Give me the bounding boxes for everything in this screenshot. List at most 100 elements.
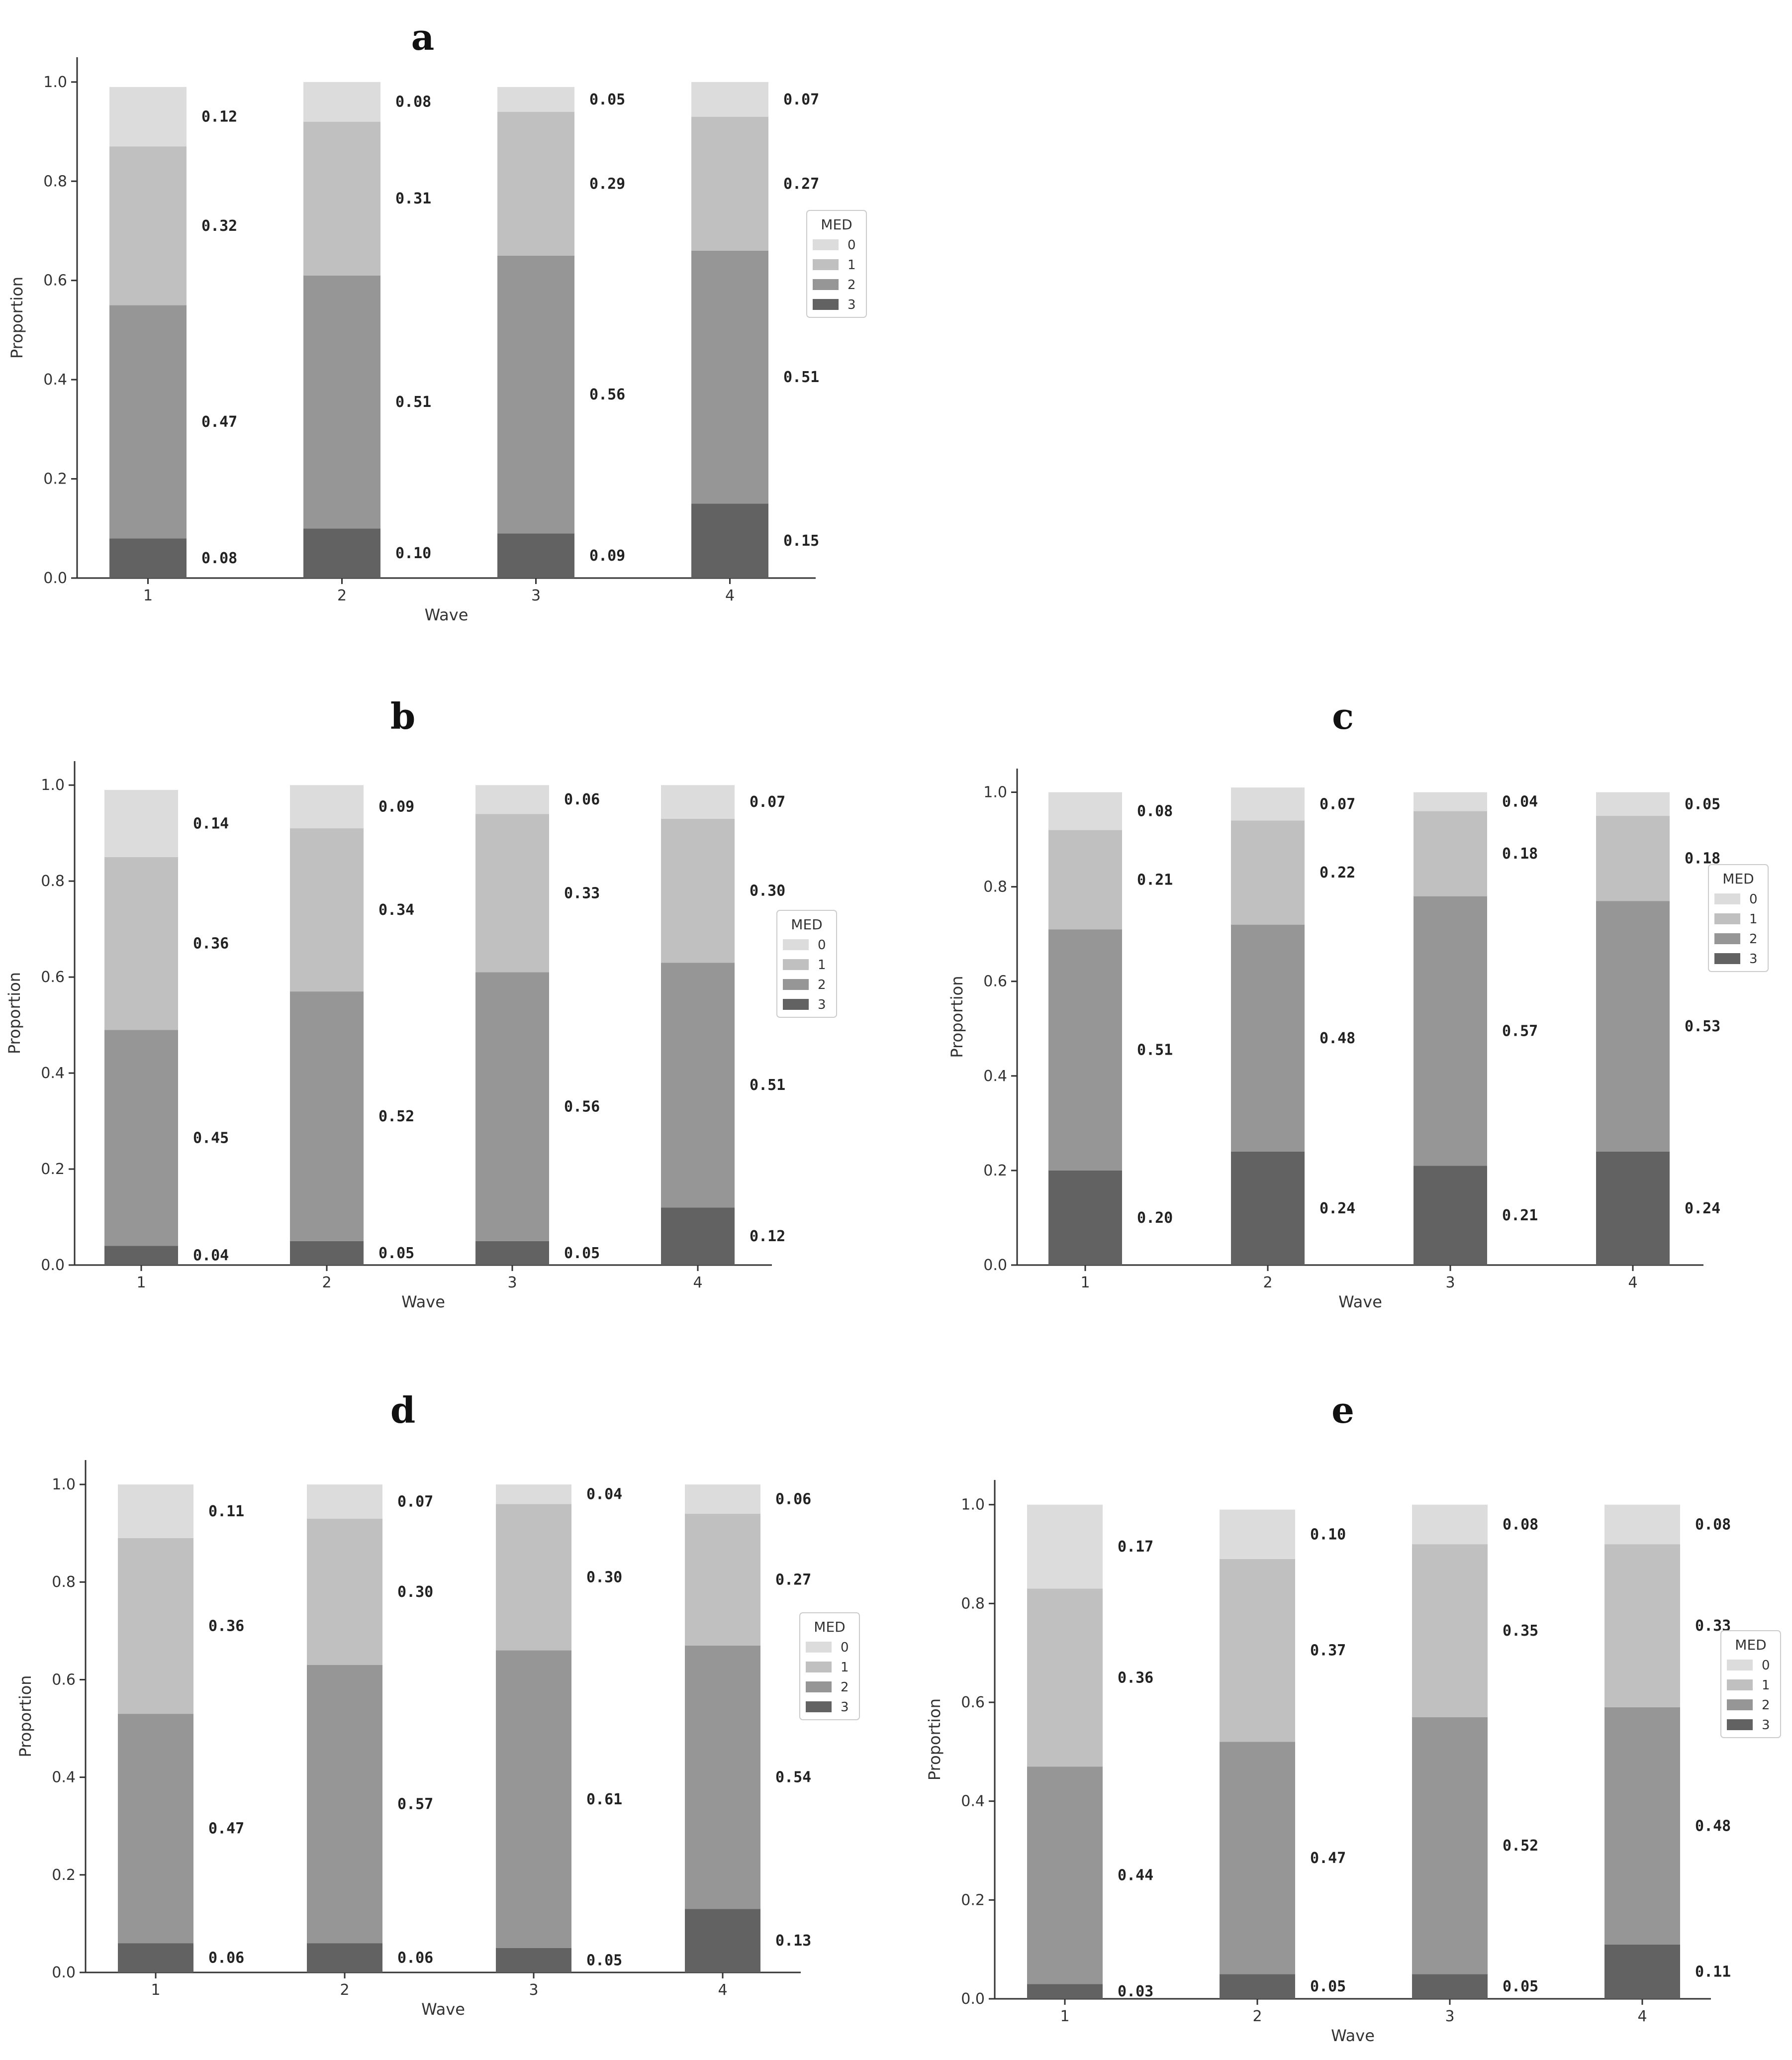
bar-segment-med-1 — [303, 121, 380, 276]
bar-segment-med-0 — [496, 1484, 571, 1504]
bar-segment-med-1 — [496, 1504, 571, 1651]
bar-segment-med-0 — [109, 87, 187, 147]
data-label: 0.12 — [750, 1228, 785, 1245]
panel-title: b — [390, 695, 415, 737]
legend-label: 2 — [818, 978, 826, 992]
data-label: 0.27 — [775, 1571, 811, 1588]
x-tick-label: 3 — [1445, 1274, 1455, 1291]
legend-label: 3 — [841, 1700, 849, 1715]
panel-title: e — [1331, 1389, 1354, 1431]
data-label: 0.05 — [589, 91, 625, 108]
y-axis-label: Proportion — [16, 1675, 35, 1757]
bar-segment-med-3 — [1048, 1170, 1122, 1265]
data-label: 0.52 — [378, 1108, 414, 1125]
data-label: 0.56 — [564, 1098, 600, 1116]
data-label: 0.22 — [1320, 864, 1355, 882]
data-label: 0.05 — [1685, 795, 1720, 813]
bar-segment-med-3 — [104, 1246, 178, 1265]
data-label: 0.17 — [1118, 1538, 1153, 1556]
data-label: 0.08 — [1137, 803, 1173, 820]
x-axis-label: Wave — [421, 2000, 465, 2019]
data-label: 0.61 — [586, 1791, 622, 1808]
data-label: 0.57 — [397, 1796, 433, 1813]
y-axis-label: Proportion — [5, 972, 24, 1054]
data-label: 0.13 — [775, 1932, 811, 1950]
data-label: 0.24 — [1320, 1200, 1355, 1217]
bar-segment-med-3 — [118, 1943, 193, 1972]
bar-segment-med-1 — [290, 828, 364, 992]
x-tick-label: 3 — [529, 1981, 538, 1999]
data-label: 0.10 — [395, 545, 431, 562]
bar-segment-med-2 — [1231, 924, 1305, 1152]
bar-segment-med-3 — [109, 538, 187, 578]
bar-segment-med-2 — [1414, 896, 1487, 1166]
data-label: 0.30 — [750, 882, 785, 899]
x-tick-label: 2 — [340, 1981, 349, 1999]
x-tick-label: 1 — [151, 1981, 160, 1999]
legend-label: 3 — [818, 997, 826, 1012]
data-label: 0.05 — [378, 1245, 414, 1262]
bar-segment-med-0 — [661, 785, 735, 819]
x-tick-label: 1 — [1080, 1274, 1090, 1291]
bar-segment-med-0 — [303, 82, 380, 122]
bar-segment-med-2 — [497, 255, 574, 534]
bar-segment-med-1 — [1231, 820, 1305, 925]
bar-segment-med-2 — [661, 963, 735, 1208]
bar-segment-med-2 — [104, 1030, 178, 1246]
data-label: 0.31 — [395, 190, 431, 207]
data-label: 0.14 — [193, 815, 229, 832]
chart-panel-e: e 0.0 0.2 0.4 0.6 0.8 1.0 Proportion Wave 1 0.03 0.… — [925, 1389, 1781, 2045]
y-tick-label: 1.0 — [983, 784, 1007, 801]
bar-segment-med-0 — [1220, 1509, 1295, 1559]
bar-segment-med-1 — [307, 1518, 382, 1665]
legend-label: 1 — [841, 1660, 849, 1675]
y-tick-label: 0.0 — [961, 1990, 985, 2008]
bar-segment-med-3 — [1027, 1984, 1103, 1999]
legend-swatch-med-3 — [813, 299, 839, 310]
bar-segment-med-1 — [1604, 1544, 1680, 1707]
data-label: 0.20 — [1137, 1209, 1173, 1227]
legend-label: 2 — [848, 278, 856, 293]
bar-segment-med-1 — [685, 1513, 760, 1646]
x-tick-label: 3 — [531, 587, 541, 604]
legend-label: 1 — [818, 958, 826, 973]
data-label: 0.27 — [783, 175, 819, 193]
data-label: 0.07 — [397, 1493, 433, 1510]
y-tick-label: 0.6 — [983, 973, 1007, 990]
bar-segment-med-3 — [497, 533, 574, 578]
x-tick-label: 3 — [1445, 2008, 1454, 2025]
bar-segment-med-2 — [475, 972, 549, 1241]
y-tick-label: 0.8 — [961, 1595, 985, 1612]
data-label: 0.08 — [1503, 1516, 1538, 1533]
bar-segment-med-3 — [685, 1909, 760, 1972]
data-label: 0.47 — [208, 1820, 244, 1838]
data-label: 0.45 — [193, 1129, 229, 1147]
legend-swatch-med-3 — [806, 1701, 832, 1712]
legend-swatch-med-2 — [1714, 933, 1740, 944]
data-label: 0.10 — [1310, 1526, 1346, 1543]
data-label: 0.34 — [378, 901, 414, 919]
bar-segment-med-3 — [1412, 1974, 1488, 1999]
legend-title: MED — [821, 216, 852, 233]
data-label: 0.21 — [1137, 871, 1173, 888]
legend-label: 3 — [1762, 1718, 1770, 1733]
panel-title: d — [390, 1389, 415, 1431]
y-tick-label: 0.2 — [43, 471, 67, 488]
data-label: 0.08 — [1695, 1516, 1731, 1533]
legend: MED 0 1 2 3 — [799, 1612, 860, 1720]
x-axis-label: Wave — [425, 605, 469, 624]
legend-swatch-med-0 — [1727, 1660, 1753, 1670]
data-label: 0.08 — [395, 94, 431, 111]
legend-swatch-med-2 — [813, 279, 839, 290]
data-label: 0.05 — [564, 1245, 600, 1262]
data-label: 0.35 — [1503, 1622, 1538, 1640]
data-label: 0.04 — [193, 1247, 229, 1265]
data-label: 0.08 — [201, 550, 237, 567]
y-tick-label: 0.6 — [43, 272, 67, 290]
bar-segment-med-0 — [691, 82, 768, 117]
bar-segment-med-3 — [691, 503, 768, 578]
legend-label: 0 — [1749, 892, 1758, 907]
data-label: 0.21 — [1502, 1207, 1538, 1224]
data-label: 0.57 — [1502, 1023, 1538, 1040]
